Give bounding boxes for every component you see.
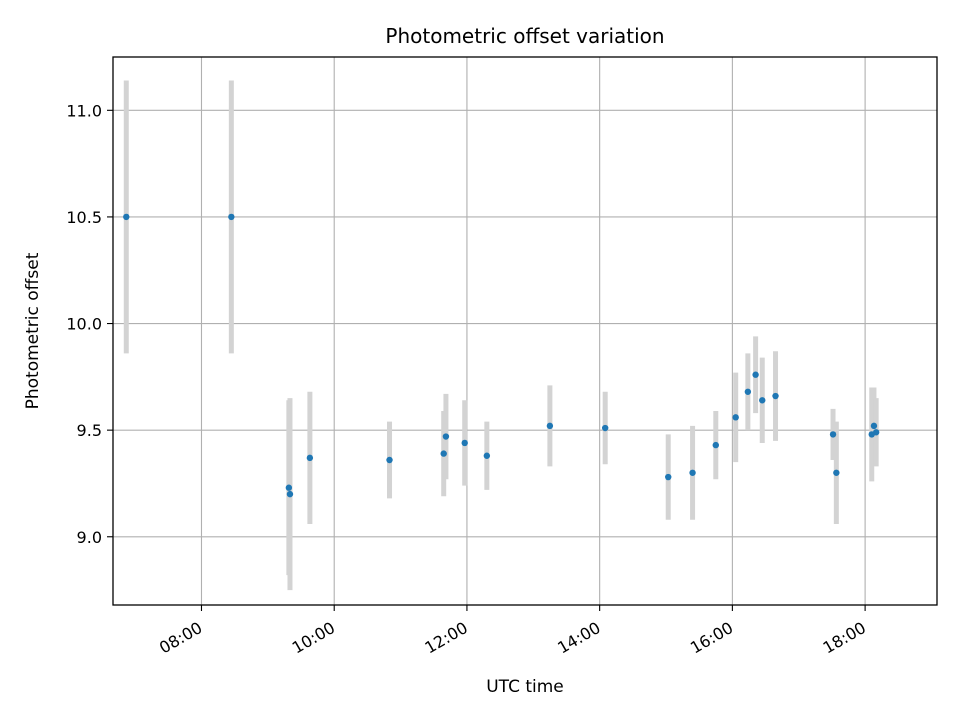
y-axis-label: Photometric offset <box>23 252 43 409</box>
grid <box>113 57 937 605</box>
y-tick-label: 10.0 <box>66 315 102 334</box>
x-tick-label: 14:00 <box>554 618 603 658</box>
y-tick-label: 9.0 <box>77 528 102 547</box>
data-point <box>759 397 766 404</box>
data-point <box>440 450 447 457</box>
error-bars <box>123 80 879 591</box>
x-tick-label: 18:00 <box>820 618 869 658</box>
chart-title: Photometric offset variation <box>385 24 664 48</box>
data-point <box>386 456 393 464</box>
y-tick-label: 11.0 <box>66 101 102 120</box>
data-point <box>286 490 294 498</box>
data-point <box>833 469 840 476</box>
x-tick-label: 12:00 <box>422 618 471 658</box>
data-point <box>665 473 672 481</box>
data-point <box>546 422 554 430</box>
data-point <box>483 452 491 459</box>
plot-frame <box>112 56 938 606</box>
data-point <box>829 431 837 438</box>
data-point <box>285 484 293 491</box>
data-point <box>872 429 880 436</box>
x-tick-label: 16:00 <box>687 618 736 658</box>
data-point <box>306 454 314 462</box>
data-point <box>732 414 739 421</box>
data-point <box>689 469 696 476</box>
data-points <box>123 213 880 498</box>
data-point <box>870 422 878 430</box>
data-point <box>461 439 468 447</box>
y-tick-label: 10.5 <box>66 208 102 227</box>
data-point <box>601 424 609 432</box>
x-axis-label: UTC time <box>486 677 564 697</box>
data-point <box>712 441 719 449</box>
y-axis-ticks: 9.0 9.5 10.0 10.5 11.0 <box>66 101 113 547</box>
data-point <box>744 388 752 395</box>
data-point <box>772 392 779 400</box>
data-point <box>123 213 130 221</box>
data-point <box>442 433 450 440</box>
data-point <box>752 371 759 378</box>
x-tick-label: 08:00 <box>156 618 205 658</box>
data-point <box>228 213 235 221</box>
x-tick-label: 10:00 <box>289 618 338 658</box>
x-axis-ticks: 08:00 10:00 12:00 14:00 16:00 18:00 <box>156 605 869 658</box>
y-tick-label: 9.5 <box>77 421 102 440</box>
